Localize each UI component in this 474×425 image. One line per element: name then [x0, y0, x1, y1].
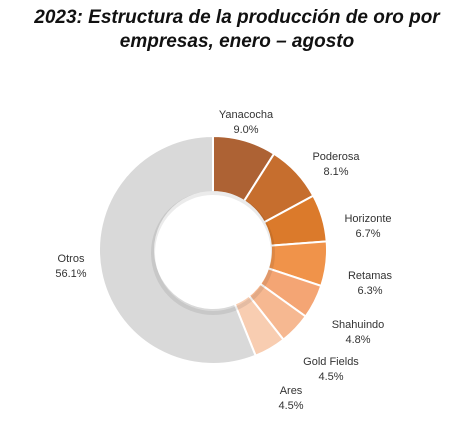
label-ares: Ares 4.5%: [278, 385, 303, 412]
label-name-shahuindo: Shahuindo: [332, 319, 385, 331]
label-otros: Otros 56.1%: [55, 253, 86, 280]
label-value-gold-fields: 4.5%: [318, 371, 343, 383]
label-value-ares: 4.5%: [278, 400, 303, 412]
label-poderosa: Poderosa 8.1%: [312, 151, 360, 178]
label-name-retamas: Retamas: [348, 270, 393, 282]
label-name-horizonte: Horizonte: [344, 213, 391, 225]
slice-otros: [98, 134, 257, 365]
label-name-otros: Otros: [58, 253, 85, 265]
label-value-retamas: 6.3%: [357, 285, 382, 297]
donut-slices: [98, 134, 328, 365]
label-name-yanacocha: Yanacocha: [219, 109, 274, 121]
label-name-gold-fields: Gold Fields: [303, 356, 359, 368]
chart-title: 2023: Estructura de la producción de oro…: [0, 6, 474, 54]
label-value-yanacocha: 9.0%: [233, 124, 258, 136]
label-value-horizonte: 6.7%: [355, 228, 380, 240]
chart-title-line-1: 2023: Estructura de la producción de oro…: [34, 7, 440, 28]
label-shahuindo: Shahuindo 4.8%: [332, 319, 385, 346]
label-name-ares: Ares: [280, 385, 303, 397]
label-value-otros: 56.1%: [55, 268, 86, 280]
label-yanacocha: Yanacocha 9.0%: [219, 109, 274, 136]
chart-title-line-2: empresas, enero – agosto: [119, 31, 355, 52]
label-value-poderosa: 8.1%: [323, 166, 348, 178]
label-gold-fields: Gold Fields 4.5%: [303, 356, 359, 383]
slice-labels: Yanacocha 9.0% Poderosa 8.1% Horizonte 6.7% Re…: [55, 109, 392, 412]
label-name-poderosa: Poderosa: [312, 151, 360, 163]
donut-hole-shadow: [151, 191, 275, 315]
label-retamas: Retamas 6.3%: [348, 270, 393, 297]
label-value-shahuindo: 4.8%: [345, 334, 370, 346]
label-horizonte: Horizonte 6.7%: [344, 213, 391, 240]
